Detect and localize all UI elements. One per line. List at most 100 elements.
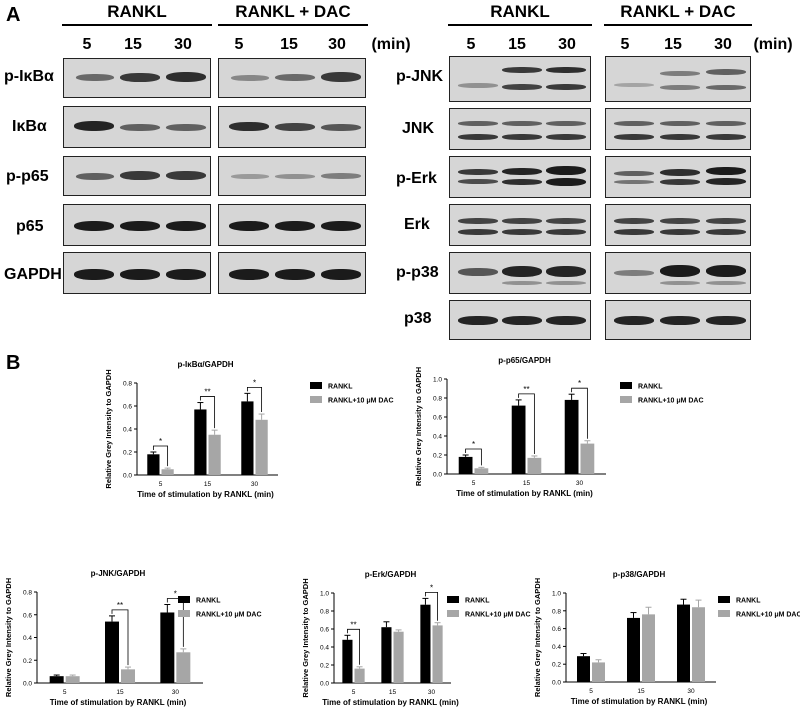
x-tick-label: 15 (204, 481, 212, 488)
x-tick-label: 15 (116, 689, 124, 696)
left-tp-5-dac: 5 (234, 36, 244, 53)
chart-title: p-Erk/GAPDH (365, 570, 417, 579)
blot-p65-rankl (63, 204, 211, 246)
y-tick-label: 0.0 (320, 681, 329, 688)
blot-gapdh-rankl (63, 252, 211, 294)
row-label-p-ikba: p-IκBα (4, 68, 54, 85)
legend-swatch (447, 610, 459, 617)
x-tick-label: 5 (159, 481, 163, 488)
y-tick-label: 1.0 (433, 377, 442, 384)
y-tick-label: 0.6 (23, 612, 32, 619)
legend-label: RANKL (736, 598, 761, 605)
y-tick-label: 0.0 (552, 680, 561, 687)
x-tick-label: 30 (576, 480, 584, 487)
right-tp-5-dac: 5 (620, 36, 630, 53)
row-label-p-jnk: p-JNK (396, 68, 444, 85)
significance-marker: ** (204, 388, 210, 397)
left-tp-15-dac: 15 (280, 36, 298, 53)
y-axis-label: Relative Grey Intensity to GAPDH (4, 578, 13, 697)
x-tick-label: 5 (63, 689, 67, 696)
blot-p-p65-rankl (63, 156, 211, 196)
bar (160, 612, 175, 683)
right-tp-5: 5 (466, 36, 476, 53)
y-tick-label: 0.2 (320, 663, 329, 670)
left-group-label-dac: RANKL + DAC (235, 2, 351, 21)
bar (176, 652, 191, 683)
blot-p65-dac (218, 204, 366, 246)
chart-title: p-JNK/GAPDH (91, 569, 146, 578)
legend-swatch (620, 396, 632, 403)
legend-label: RANKL+10 μM DAC (328, 398, 394, 405)
significance-marker: * (159, 437, 162, 446)
y-tick-label: 0.8 (433, 396, 442, 403)
significance-marker: ** (117, 601, 123, 610)
bar (474, 468, 489, 474)
bar (208, 434, 221, 475)
y-tick-label: 0.0 (23, 681, 32, 688)
left-unit: (min) (371, 36, 411, 53)
left-tp-30: 30 (174, 36, 192, 53)
chart-title: p-p65/GAPDH (498, 356, 551, 365)
legend-label: RANKL+10 μM DAC (638, 398, 704, 405)
y-tick-label: 0.6 (552, 626, 561, 633)
chart-title: p-IκBα/GAPDH (177, 360, 233, 369)
legend-label: RANKL+10 μM DAC (196, 612, 262, 619)
x-tick-label: 15 (637, 688, 645, 695)
y-tick-label: 0.4 (123, 427, 132, 434)
right-tp-15-dac: 15 (664, 36, 682, 53)
left-group-label-rankl: RANKL (107, 2, 167, 21)
significance-marker: * (430, 583, 433, 592)
right-group-line-rankl (448, 24, 592, 26)
y-tick-label: 0.2 (123, 450, 132, 457)
row-label-p-erk: p-Erk (396, 170, 437, 187)
bar (458, 456, 473, 474)
significance-bracket (111, 609, 129, 666)
x-tick-label: 30 (251, 481, 259, 488)
bar (692, 607, 705, 682)
blot-p-ikba-dac (218, 58, 366, 98)
row-label-erk: Erk (404, 216, 430, 233)
right-tp-30: 30 (558, 36, 576, 53)
blot-p-jnk-rankl (449, 56, 591, 102)
bar (511, 405, 526, 474)
y-axis-label: Relative Grey Intensity to GAPDH (301, 578, 310, 697)
significance-bracket (166, 598, 184, 647)
left-group-line-rankl (62, 24, 212, 26)
legend-swatch (310, 382, 322, 389)
blot-jnk-dac (605, 108, 751, 150)
x-tick-label: 5 (589, 688, 593, 695)
y-tick-label: 0.8 (23, 590, 32, 597)
row-label-gapdh: GAPDH (4, 266, 62, 283)
x-tick-label: 5 (352, 689, 356, 696)
y-tick-label: 0.2 (433, 453, 442, 460)
y-axis-label: Relative Grey Intensity to GAPDH (104, 369, 113, 488)
legend-label: RANKL (465, 598, 490, 605)
blot-p-erk-rankl (449, 156, 591, 198)
y-tick-label: 0.8 (552, 608, 561, 615)
bar (627, 617, 640, 682)
y-tick-label: 1.0 (320, 591, 329, 598)
significance-marker: * (578, 379, 581, 388)
significance-bracket (246, 386, 263, 413)
y-axis-label: Relative Grey Intensity to GAPDH (533, 578, 542, 697)
legend-swatch (718, 610, 730, 617)
y-tick-label: 0.4 (552, 644, 561, 651)
right-group-label-rankl: RANKL (490, 2, 550, 21)
x-tick-label: 15 (389, 689, 397, 696)
blot-ikba-rankl (63, 106, 211, 148)
y-tick-label: 1.0 (552, 591, 561, 598)
x-tick-label: 30 (687, 688, 695, 695)
significance-bracket (347, 628, 360, 665)
row-label-p65: p65 (16, 218, 44, 235)
blot-p-erk-dac (605, 156, 751, 198)
y-tick-label: 0.8 (123, 381, 132, 388)
bar (241, 401, 254, 475)
legend-swatch (620, 382, 632, 389)
bar (49, 676, 64, 683)
blot-p38-dac (605, 300, 751, 340)
x-tick-label: 30 (428, 689, 436, 696)
row-label-p38: p38 (404, 310, 432, 327)
y-tick-label: 0.0 (433, 472, 442, 479)
right-group-label-dac: RANKL + DAC (620, 2, 736, 21)
right-tp-15: 15 (508, 36, 526, 53)
